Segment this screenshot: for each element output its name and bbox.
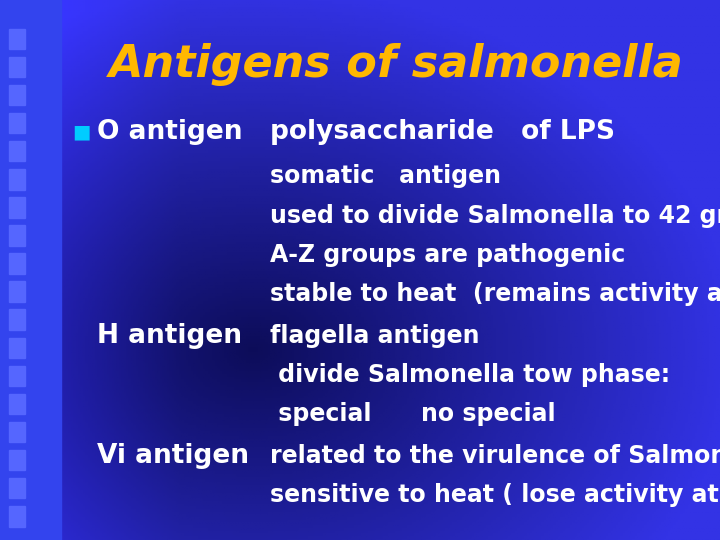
Text: special      no special: special no special [270, 402, 556, 426]
Bar [9, 338, 25, 358]
Text: O antigen: O antigen [97, 119, 243, 145]
Bar [9, 85, 25, 105]
Text: A-Z groups are pathogenic: A-Z groups are pathogenic [270, 243, 625, 267]
Text: sensitive to heat ( lose activity at 60 ℃): sensitive to heat ( lose activity at 60 … [270, 483, 720, 507]
Bar [9, 29, 25, 49]
Bar [9, 225, 25, 246]
Text: stable to heat  (remains activity at 100 ℃ ): stable to heat (remains activity at 100 … [270, 282, 720, 306]
Bar [9, 197, 25, 218]
Text: somatic   antigen: somatic antigen [270, 164, 501, 187]
Bar [9, 450, 25, 470]
Text: Vi antigen: Vi antigen [97, 443, 249, 469]
Text: flagella antigen: flagella antigen [270, 324, 480, 348]
Text: Antigens of salmonella: Antigens of salmonella [109, 43, 683, 86]
Bar [9, 281, 25, 302]
Text: used to divide Salmonella to 42 groups: used to divide Salmonella to 42 groups [270, 204, 720, 228]
Bar [9, 57, 25, 77]
Text: related to the virulence of Salmonella: related to the virulence of Salmonella [270, 444, 720, 468]
Bar [9, 394, 25, 414]
Bar [9, 366, 25, 386]
Bar [9, 169, 25, 190]
Text: divide Salmonella tow phase:: divide Salmonella tow phase: [270, 363, 670, 387]
Bar [0, 0, 61, 540]
Bar [9, 253, 25, 274]
Bar [9, 141, 25, 161]
Text: polysaccharide   of LPS: polysaccharide of LPS [270, 119, 615, 145]
Text: ■: ■ [72, 123, 91, 142]
Text: H antigen: H antigen [97, 323, 242, 349]
Bar [9, 422, 25, 442]
Bar [9, 309, 25, 330]
Bar [9, 113, 25, 133]
Bar [9, 478, 25, 498]
Bar [9, 506, 25, 526]
